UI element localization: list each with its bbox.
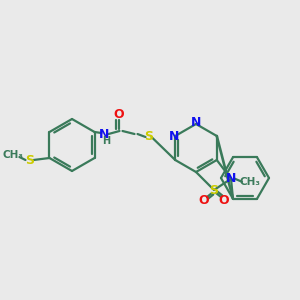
Text: O: O: [199, 194, 209, 206]
Text: N: N: [99, 128, 110, 140]
Text: CH₃: CH₃: [239, 177, 260, 187]
Text: CH₃: CH₃: [3, 150, 24, 160]
Text: N: N: [191, 116, 201, 130]
Text: H: H: [103, 136, 111, 146]
Text: N: N: [226, 172, 236, 185]
Text: N: N: [169, 130, 179, 143]
Text: S: S: [209, 184, 218, 196]
Text: S: S: [25, 154, 34, 166]
Text: O: O: [219, 194, 229, 206]
Text: O: O: [113, 109, 124, 122]
Text: S: S: [144, 130, 153, 143]
